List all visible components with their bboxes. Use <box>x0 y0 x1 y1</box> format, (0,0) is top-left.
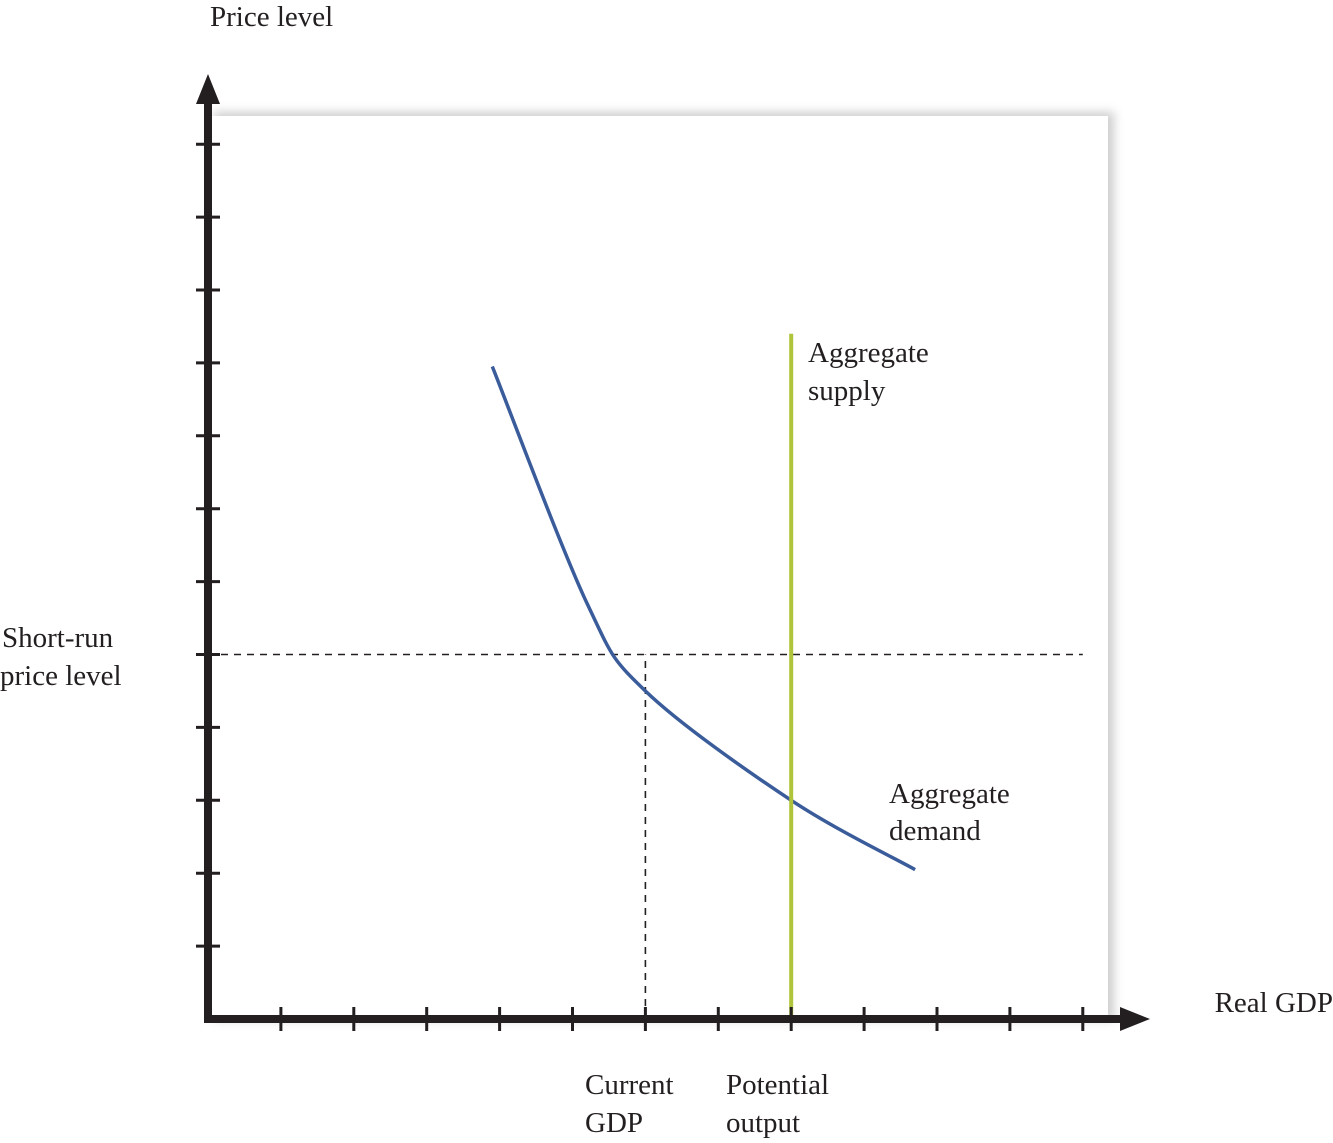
plot-area <box>208 116 1108 1016</box>
y-axis-title: Price level <box>210 1 333 33</box>
x-axis-title: Real GDP <box>1215 987 1333 1019</box>
short-run-price-level-label-line2: price level <box>0 660 122 692</box>
series-label-aggregate-supply-line2: supply <box>808 375 886 407</box>
x-axis-arrow-icon <box>1120 1007 1150 1031</box>
current-gdp-label-line2: GDP <box>585 1107 643 1139</box>
series-label-aggregate-demand-line2: demand <box>889 815 981 847</box>
short-run-price-level-label-line1: Short-run <box>2 622 114 654</box>
series-label-aggregate-supply-line1: Aggregate <box>808 337 929 369</box>
potential-output-label-line2: output <box>726 1107 800 1139</box>
aggregate-demand-curve <box>490 365 916 872</box>
current-gdp-label-line1: Current <box>585 1069 674 1101</box>
series-label-aggregate-demand-line1: Aggregate <box>889 778 1010 810</box>
potential-output-label-line1: Potential <box>726 1069 829 1101</box>
y-axis-arrow-icon <box>196 74 220 104</box>
